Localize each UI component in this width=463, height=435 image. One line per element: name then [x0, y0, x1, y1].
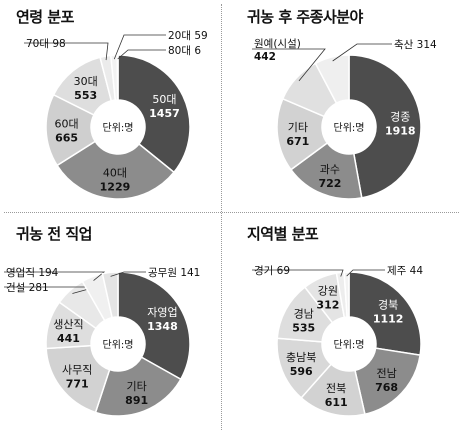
slice-label: 공무원 141 — [148, 267, 200, 279]
pie-slice-사무직 — [45, 344, 111, 414]
unit-label: 단위:명 — [334, 121, 365, 134]
callout-line — [252, 48, 326, 82]
horizontal-divider — [4, 212, 459, 213]
slice-label: 사무직 771 — [62, 363, 92, 390]
slice-label: 경북 1112 — [373, 299, 404, 326]
slice-label: 전남 768 — [375, 367, 398, 394]
job-pie-chart: 자영업 1348 기타 891 사무직 771 생산직 441 건설 281 영업직 194 공무원… — [4, 266, 200, 417]
slice-label: 축산 314 — [394, 39, 437, 51]
chart-title: 귀농 전 직업 — [16, 225, 92, 243]
slice-label: 영업직 194 — [6, 266, 59, 279]
pie-slice-50대 — [117, 54, 191, 174]
pie-slice-기타 — [94, 356, 182, 417]
callout-line — [110, 271, 146, 277]
pie-slice-공무원 — [101, 271, 119, 319]
slice-label: 20대 59 — [168, 30, 208, 42]
field-pie-chart: 경종 1918 과수 722 기타 671 원예(시설) 442 축산 314 단위:명 — [252, 37, 437, 200]
slice-label: 생산직 441 — [53, 318, 83, 345]
slice-label: 건설 281 — [6, 282, 49, 294]
slice-label: 충남북 596 — [286, 351, 316, 378]
age-distribution-panel: 연령 분포 50대 1457 40대 1229 60대 665 30대 553 70대 98 20… — [0, 0, 231, 217]
pie-slice-경북 — [348, 271, 422, 357]
region-distribution-panel: 지역별 분포 경북 1112 전남 768 전북 611 충남북 596 경남 535 강원 312 경… — [231, 217, 462, 434]
pie-slice-축산 — [314, 54, 350, 105]
slice-label: 경기 69 — [254, 264, 290, 277]
slice-label: 70대 98 — [26, 38, 66, 50]
slice-label: 기타 891 — [125, 380, 148, 407]
pie-slice-제주 — [343, 271, 350, 318]
callout-line — [252, 269, 344, 277]
vertical-divider — [221, 4, 222, 430]
unit-label: 단위:명 — [103, 121, 134, 134]
unit-label: 단위:명 — [103, 338, 134, 351]
chart-title: 지역별 분포 — [247, 225, 319, 243]
slice-label: 경남 535 — [292, 308, 315, 335]
donut-hole — [92, 318, 144, 370]
slice-label: 원예(시설) 442 — [254, 37, 301, 63]
callout-line — [117, 49, 166, 60]
slice-label: 80대 6 — [168, 45, 201, 57]
slice-label: 40대 1229 — [100, 166, 131, 193]
slice-label: 자영업 1348 — [147, 306, 178, 333]
slice-label: 30대 553 — [74, 75, 98, 102]
slice-label: 기타 671 — [286, 121, 309, 148]
slice-label: 50대 1457 — [149, 93, 180, 120]
callout-line — [332, 43, 392, 62]
pie-slice-전남 — [354, 347, 421, 416]
pie-slice-80대 — [116, 54, 119, 101]
callout-line — [113, 34, 166, 60]
slice-label: 경종 1918 — [385, 110, 416, 137]
slice-label: 강원 312 — [316, 284, 339, 311]
donut-hole — [92, 101, 144, 153]
callout-line — [24, 42, 109, 61]
age-pie-chart: 50대 1457 40대 1229 60대 665 30대 553 70대 98 20대 59 80… — [24, 30, 208, 200]
previous-job-panel: 귀농 전 직업 자영업 1348 기타 891 사무직 771 생산직 441 건설 281 영업… — [0, 217, 231, 434]
slice-label: 과수 722 — [318, 163, 341, 190]
pie-slice-자영업 — [117, 271, 191, 381]
main-field-panel: 귀농 후 주종사분야 경종 1918 과수 722 기타 671 원예(시설) 442 축산 3… — [231, 0, 462, 217]
donut-hole — [323, 318, 375, 370]
pie-slice-경종 — [348, 54, 422, 199]
chart-title: 귀농 후 주종사분야 — [247, 8, 363, 26]
pie-slice-40대 — [56, 140, 176, 200]
unit-label: 단위:명 — [334, 338, 365, 351]
slice-label: 60대 665 — [54, 118, 78, 145]
callout-line — [346, 269, 385, 277]
callout-line — [4, 271, 106, 281]
slice-label: 제주 44 — [387, 265, 423, 277]
chart-title: 연령 분포 — [16, 8, 74, 26]
slice-label: 전북 611 — [325, 382, 348, 409]
donut-hole — [323, 101, 375, 153]
